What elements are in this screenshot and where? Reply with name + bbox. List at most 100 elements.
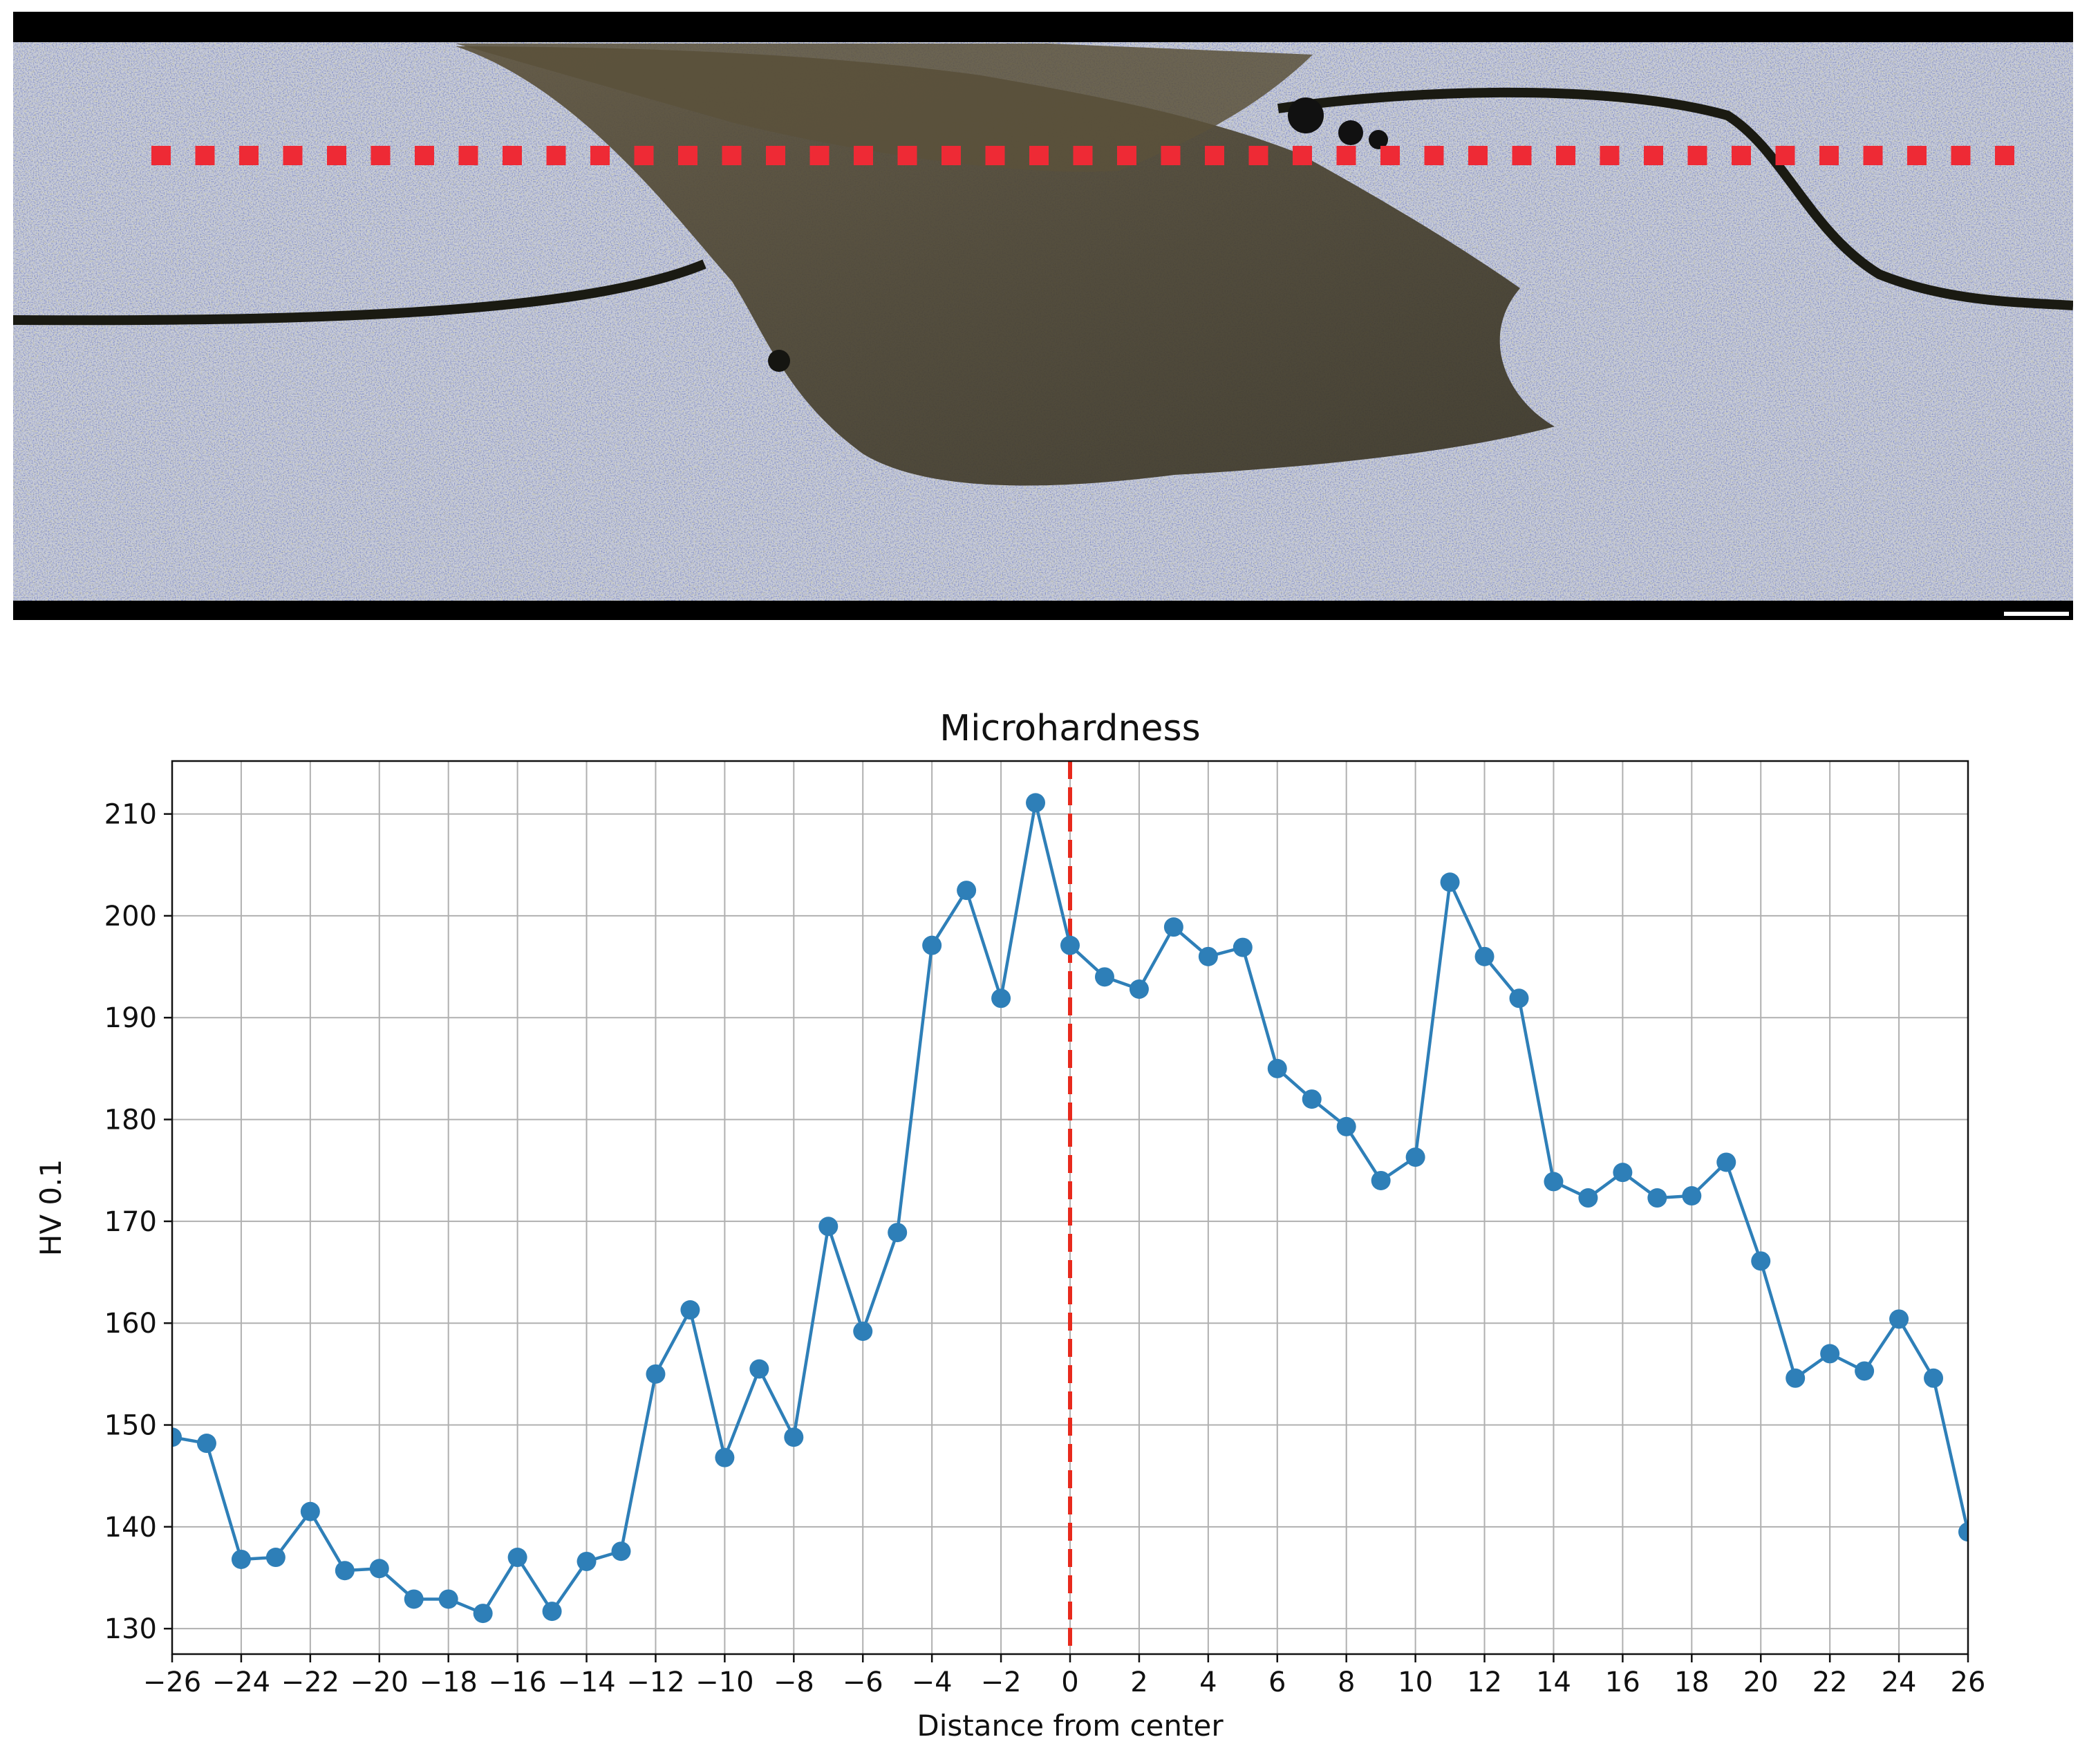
- measurement-marker: [195, 146, 215, 165]
- data-point: [1474, 946, 1495, 966]
- measurement-marker: [546, 146, 566, 165]
- data-point: [1647, 1188, 1667, 1208]
- x-tick-label: 0: [1061, 1667, 1078, 1698]
- data-point: [369, 1559, 389, 1579]
- measurement-marker: [1951, 146, 1971, 165]
- data-point: [1613, 1163, 1633, 1183]
- data-point: [1958, 1522, 1968, 1542]
- measurement-marker: [415, 146, 434, 165]
- measurement-line: [151, 146, 2014, 165]
- micrograph-interface-right: [1277, 87, 2073, 310]
- x-tick-label: 2: [1130, 1667, 1147, 1698]
- x-tick-label: 12: [1467, 1667, 1502, 1698]
- measurement-marker: [283, 146, 303, 165]
- data-point: [957, 881, 977, 901]
- micrograph-interface-left: [13, 259, 706, 326]
- data-point: [611, 1541, 631, 1561]
- data-point: [473, 1604, 493, 1624]
- x-tick-label: −2: [981, 1667, 1022, 1698]
- x-tick-label: −18: [419, 1667, 477, 1698]
- data-point: [231, 1549, 251, 1569]
- x-tick-label: 16: [1605, 1667, 1640, 1698]
- data-point: [1094, 967, 1114, 987]
- x-tick-label: −10: [695, 1667, 753, 1698]
- data-point: [1405, 1147, 1425, 1167]
- y-tick-label: 130: [104, 1613, 157, 1645]
- measurement-marker: [590, 146, 610, 165]
- micrograph-scale-bar: [2004, 612, 2069, 616]
- measurement-marker: [1907, 146, 1927, 165]
- x-tick-label: −16: [488, 1667, 546, 1698]
- series-group: [172, 793, 1968, 1624]
- data-point: [172, 1427, 182, 1447]
- x-tick-label: 6: [1268, 1667, 1286, 1698]
- data-point: [1026, 793, 1046, 813]
- data-point: [922, 935, 942, 955]
- measurement-marker: [1732, 146, 1751, 165]
- y-tick-label: 160: [104, 1308, 157, 1340]
- measurement-marker: [1863, 146, 1883, 165]
- measurement-marker: [1600, 146, 1620, 165]
- data-point: [818, 1217, 838, 1237]
- data-point: [749, 1359, 769, 1379]
- data-point: [1336, 1116, 1356, 1136]
- data-point: [784, 1427, 804, 1447]
- data-point: [1371, 1170, 1391, 1190]
- measurement-marker: [327, 146, 346, 165]
- x-tick-label: 4: [1199, 1667, 1217, 1698]
- data-point: [1233, 937, 1253, 957]
- tick-layer: −26 −24 −22 −20 −18 −16 −14 −12 −10 −8 −6 −4 −2 0 2 4 6 8…: [104, 799, 1986, 1698]
- x-axis-title: Distance from center: [917, 1709, 1224, 1743]
- x-tick-label: 10: [1398, 1667, 1433, 1698]
- measurement-marker: [1644, 146, 1663, 165]
- y-tick-label: 180: [104, 1105, 157, 1136]
- measurement-marker: [1029, 146, 1049, 165]
- x-tick-label: −14: [557, 1667, 615, 1698]
- chart-title: Microhardness: [939, 708, 1200, 749]
- data-point: [646, 1364, 666, 1384]
- data-point: [577, 1551, 597, 1571]
- measurement-marker: [897, 146, 917, 165]
- data-point: [542, 1602, 562, 1622]
- measurement-marker: [722, 146, 742, 165]
- x-tick-label: −22: [281, 1667, 339, 1698]
- micrograph-void-1: [1288, 97, 1324, 133]
- data-point: [438, 1589, 458, 1609]
- measurement-marker: [1073, 146, 1093, 165]
- data-point: [1544, 1172, 1564, 1192]
- measurement-marker: [503, 146, 522, 165]
- measurement-marker: [1205, 146, 1224, 165]
- data-point: [991, 988, 1011, 1008]
- data-point: [1786, 1368, 1806, 1388]
- data-point: [1198, 946, 1218, 966]
- data-point: [1440, 872, 1460, 892]
- measurement-marker: [151, 146, 171, 165]
- data-point: [335, 1561, 355, 1581]
- measurement-marker: [678, 146, 697, 165]
- micrograph-panel: [13, 12, 2073, 620]
- measurement-marker: [1556, 146, 1575, 165]
- measurement-marker: [1117, 146, 1136, 165]
- data-point: [1682, 1186, 1702, 1206]
- measurement-marker: [1293, 146, 1312, 165]
- x-tick-label: 20: [1743, 1667, 1779, 1698]
- x-tick-label: −4: [912, 1667, 953, 1698]
- data-point: [1716, 1152, 1736, 1172]
- y-axis-title: HV 0.1: [34, 1159, 68, 1256]
- micrograph-void-4: [768, 350, 790, 372]
- measurement-marker: [1775, 146, 1795, 165]
- data-point: [507, 1548, 527, 1568]
- data-point: [1889, 1309, 1909, 1329]
- data-point: [1267, 1058, 1287, 1078]
- micrograph-image: [13, 12, 2073, 620]
- y-tick-label: 170: [104, 1206, 157, 1238]
- data-point: [680, 1300, 700, 1320]
- measurement-marker: [1161, 146, 1181, 165]
- data-point: [1129, 979, 1149, 999]
- data-point: [1855, 1361, 1875, 1381]
- data-point: [1924, 1368, 1944, 1388]
- x-tick-label: −12: [626, 1667, 684, 1698]
- x-tick-label: 18: [1674, 1667, 1709, 1698]
- measurement-marker: [854, 146, 873, 165]
- x-tick-label: 22: [1812, 1667, 1848, 1698]
